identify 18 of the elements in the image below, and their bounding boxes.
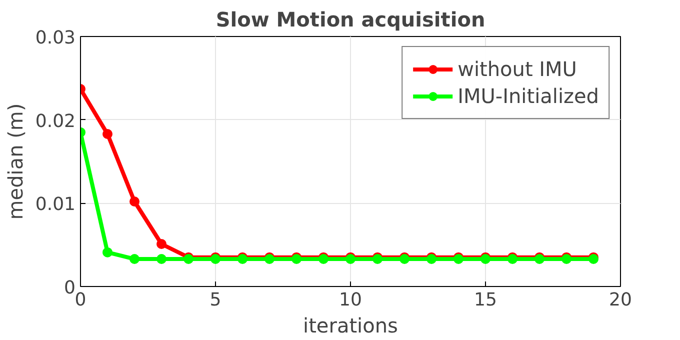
point: [130, 254, 140, 264]
point: [102, 129, 112, 139]
y-tick-label: 0.02: [35, 110, 76, 132]
x-axis-title: iterations: [303, 314, 398, 338]
x-tick-label: 15: [474, 290, 497, 310]
point: [102, 247, 112, 258]
legend-label: without IMU: [458, 57, 577, 81]
y-tick-label: 0.01: [35, 194, 76, 216]
point: [156, 254, 166, 264]
point: [130, 196, 140, 206]
legend-label: IMU-Initialized: [458, 84, 599, 108]
y-axis-title: median (m): [3, 103, 28, 220]
point: [156, 239, 166, 249]
x-tick-label: 5: [210, 290, 222, 310]
x-tick-label: 10: [339, 290, 362, 310]
y-tick-label: 0.03: [35, 28, 76, 48]
chart-title: Slow Motion acquisition: [216, 8, 486, 32]
x-tick-label: 20: [609, 290, 632, 310]
